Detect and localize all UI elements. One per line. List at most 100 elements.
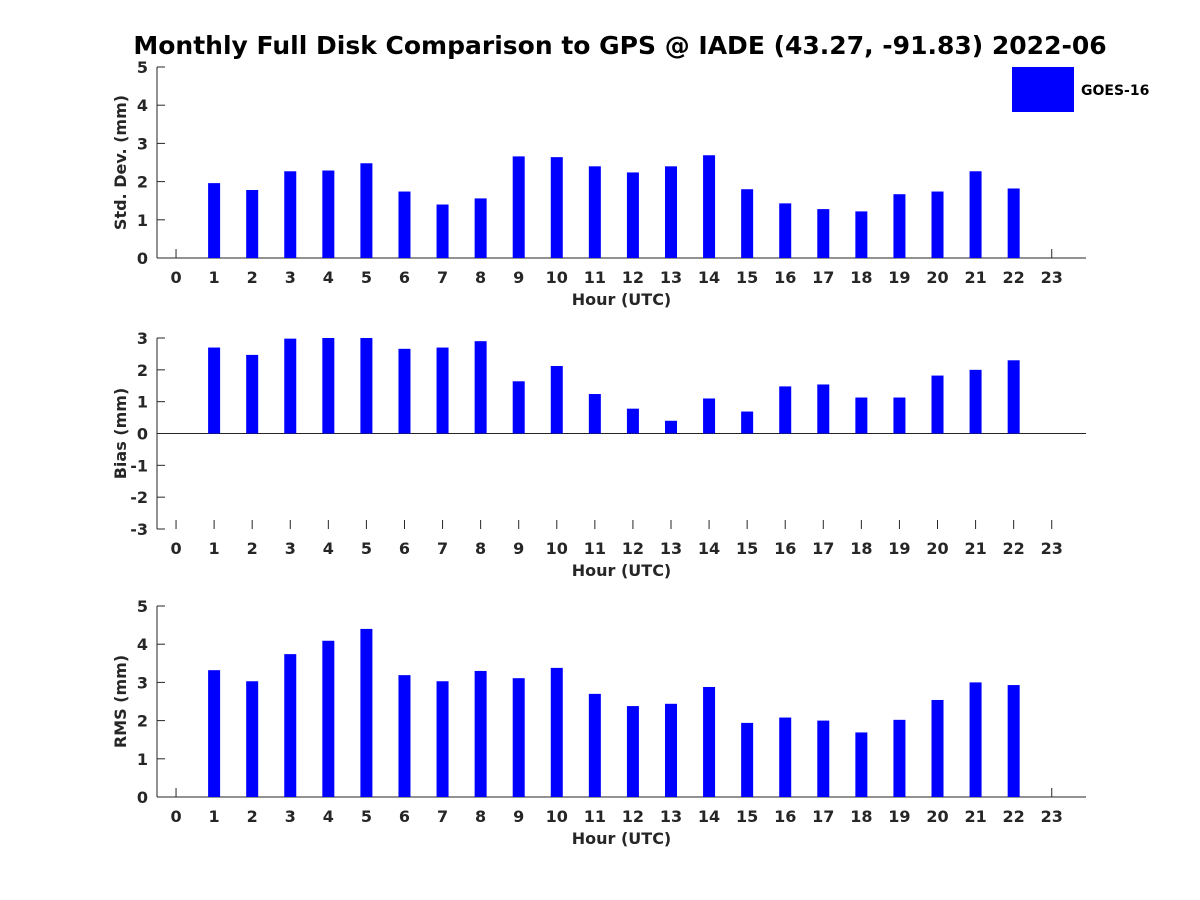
std-dev-y-axis-label: Std. Dev. (mm) [111,95,130,230]
std-dev-x-tick-label: 21 [964,268,986,287]
bias-x-tick-label: 7 [437,539,448,558]
std-dev-x-tick-label: 10 [546,268,568,287]
bias-bar [703,398,716,434]
bias-x-tick-label: 14 [698,539,720,558]
bias-bar [588,394,601,434]
bias-bar [664,420,677,434]
std-dev-bar [893,194,906,258]
bias-y-axis-label: Bias (mm) [111,388,130,480]
std-dev-bar [779,203,792,258]
rms-x-tick-label: 4 [323,807,334,826]
bias-x-tick-label: 13 [660,539,682,558]
rms-x-tick-label: 23 [1041,807,1063,826]
bias-bar [284,338,297,434]
rms-x-tick-label: 14 [698,807,720,826]
bias-x-tick-label: 10 [546,539,568,558]
bias-bar [474,341,487,434]
rms-bar [512,678,525,797]
rms-x-tick-label: 2 [247,807,258,826]
std-dev-x-tick-label: 5 [361,268,372,287]
rms-x-tick-label: 19 [888,807,910,826]
std-dev-y-tick-label: 2 [137,173,148,192]
std-dev-x-tick-label: 18 [850,268,872,287]
std-dev-x-tick-label: 9 [513,268,524,287]
bias-bar [398,348,411,434]
legend-swatch [1012,67,1074,112]
std-dev-y-tick-label: 5 [137,58,148,77]
bias-bar [512,381,525,434]
rms-x-tick-label: 10 [546,807,568,826]
rms-y-tick-label: 0 [137,788,148,807]
std-dev-y-tick-label: 0 [137,249,148,268]
rms-bar [550,667,563,797]
chart-title: Monthly Full Disk Comparison to GPS @ IA… [133,31,1106,60]
std-dev-x-tick-label: 8 [475,268,486,287]
bias-x-tick-label: 0 [170,539,181,558]
std-dev-x-tick-label: 0 [170,268,181,287]
rms-bar [436,681,449,797]
bias-x-tick-label: 9 [513,539,524,558]
rms-y-tick-label: 4 [137,635,148,654]
bias-x-tick-label: 20 [926,539,948,558]
bias-bar [1007,360,1020,434]
rms-bar [1007,685,1020,797]
rms-x-tick-label: 12 [622,807,644,826]
rms-x-tick-label: 16 [774,807,796,826]
std-dev-bar [664,166,677,258]
bias-x-tick-label: 11 [584,539,606,558]
rms-y-axis-label: RMS (mm) [111,655,130,748]
std-dev-bar [741,189,754,258]
std-dev-bar [550,157,563,258]
bias-x-tick-label: 12 [622,539,644,558]
rms-y-tick-label: 5 [137,597,148,616]
rms-y-tick-label: 2 [137,712,148,731]
bias-y-tick-label: -2 [130,488,148,507]
std-dev-bar [360,163,373,258]
rms-bar [246,681,259,797]
std-dev-bar [512,156,525,258]
std-dev-bar [855,211,868,258]
bias-x-tick-label: 4 [323,539,334,558]
std-dev-bar [284,171,297,258]
bias-bar [626,408,639,434]
bias-bar [817,384,830,434]
rms-y-tick-label: 3 [137,673,148,692]
bias-x-tick-label: 17 [812,539,834,558]
bias-bar [855,397,868,434]
std-dev-x-tick-label: 7 [437,268,448,287]
std-dev-x-tick-label: 3 [285,268,296,287]
bias-x-axis-label: Hour (UTC) [572,561,672,580]
std-dev-x-tick-label: 17 [812,268,834,287]
std-dev-bar [626,172,639,258]
rms-x-tick-label: 8 [475,807,486,826]
rms-x-tick-label: 5 [361,807,372,826]
bias-x-tick-label: 18 [850,539,872,558]
rms-x-tick-label: 17 [812,807,834,826]
rms-bar [208,670,221,797]
rms-x-tick-label: 22 [1003,807,1025,826]
bias-x-tick-label: 8 [475,539,486,558]
bias-bar [360,338,373,434]
std-dev-x-tick-label: 19 [888,268,910,287]
bias-x-tick-label: 16 [774,539,796,558]
rms-x-axis-label: Hour (UTC) [572,829,672,848]
rms-x-tick-label: 13 [660,807,682,826]
rms-x-tick-label: 6 [399,807,410,826]
rms-bar [322,640,335,797]
rms-bar [779,717,792,797]
std-dev-bar [246,190,259,258]
rms-bar [741,722,754,797]
rms-bar [474,670,487,797]
std-dev-bar [474,198,487,258]
std-dev-x-tick-label: 22 [1003,268,1025,287]
rms-x-tick-label: 3 [285,807,296,826]
std-dev-bar [588,166,601,258]
bias-y-tick-label: 1 [137,393,148,412]
bias-x-tick-label: 5 [361,539,372,558]
std-dev-x-axis-label: Hour (UTC) [572,290,672,309]
bias-x-tick-label: 19 [888,539,910,558]
rms-x-tick-label: 20 [926,807,948,826]
bias-bar [436,347,449,434]
bias-x-tick-label: 21 [964,539,986,558]
